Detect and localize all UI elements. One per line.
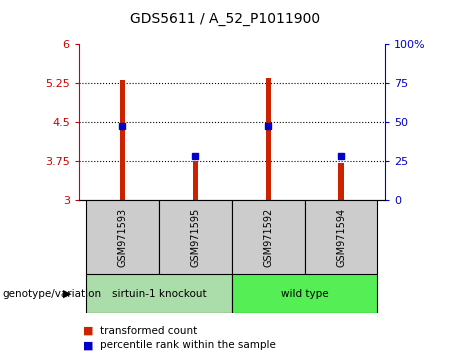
Text: percentile rank within the sample: percentile rank within the sample <box>100 340 276 350</box>
Text: GSM971595: GSM971595 <box>190 207 200 267</box>
Bar <box>232 200 305 274</box>
Text: GSM971592: GSM971592 <box>263 207 273 267</box>
Bar <box>193 161 198 200</box>
Text: transformed count: transformed count <box>100 326 198 336</box>
Text: GSM971594: GSM971594 <box>336 207 346 267</box>
Text: genotype/variation: genotype/variation <box>2 289 101 299</box>
Text: sirtuin-1 knockout: sirtuin-1 knockout <box>112 289 206 299</box>
Text: ■: ■ <box>83 326 94 336</box>
Bar <box>266 78 271 200</box>
Text: ▶: ▶ <box>63 289 72 299</box>
Bar <box>86 200 159 274</box>
Bar <box>159 200 232 274</box>
Bar <box>305 200 378 274</box>
Bar <box>232 274 378 313</box>
Bar <box>338 162 344 200</box>
Text: ■: ■ <box>83 340 94 350</box>
Bar <box>120 80 125 200</box>
Text: GSM971593: GSM971593 <box>117 207 127 267</box>
Text: GDS5611 / A_52_P1011900: GDS5611 / A_52_P1011900 <box>130 12 320 27</box>
Text: wild type: wild type <box>281 289 328 299</box>
Bar <box>86 274 232 313</box>
